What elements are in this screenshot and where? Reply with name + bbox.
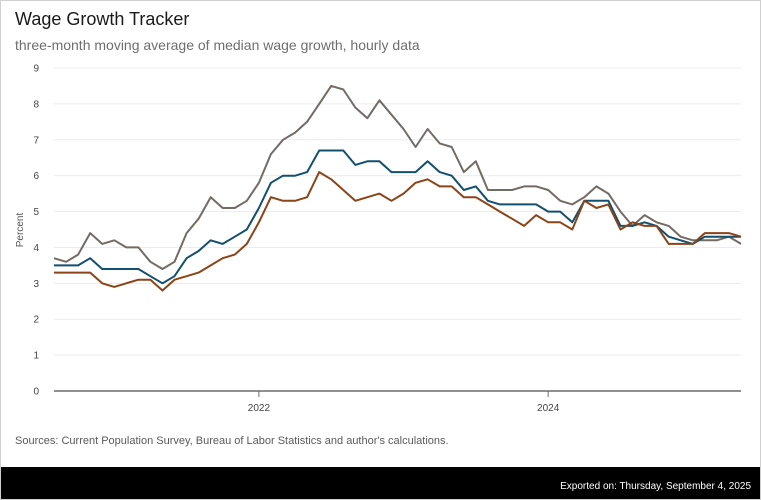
series-line-2 — [54, 149, 741, 285]
y-tick-label: 1 — [33, 351, 39, 362]
x-tick-label: 2024 — [537, 403, 560, 414]
gridlines — [54, 67, 741, 392]
y-tick-label: 6 — [33, 171, 39, 182]
line-chart: 0 1 2 3 4 5 6 7 8 9 2022 2024 Percent — [15, 64, 742, 414]
y-axis-label: Percent — [15, 213, 26, 248]
series-line-1 — [53, 84, 742, 270]
y-tick-label: 0 — [33, 387, 39, 398]
y-tick-label: 5 — [33, 207, 39, 218]
y-tick-label: 3 — [33, 279, 39, 290]
y-tick-label: 4 — [33, 243, 39, 254]
export-date: Exported on: Thursday, September 4, 2025 — [560, 481, 751, 492]
series-lines — [53, 84, 742, 292]
chart-subtitle: three-month moving average of median wag… — [15, 37, 420, 53]
x-axis-ticks: 2022 2024 — [248, 391, 560, 414]
source-note: Sources: Current Population Survey, Bure… — [15, 435, 449, 447]
y-axis-ticks: 0 1 2 3 4 5 6 7 8 9 — [33, 64, 39, 398]
x-tick-label: 2022 — [248, 403, 271, 414]
y-tick-label: 9 — [33, 64, 39, 75]
chart-title: Wage Growth Tracker — [15, 9, 190, 29]
footer-bar: Exported on: Thursday, September 4, 2025 — [1, 467, 760, 499]
y-tick-label: 8 — [33, 99, 39, 110]
y-tick-label: 7 — [33, 135, 39, 146]
y-tick-label: 2 — [33, 315, 39, 326]
series-line-3 — [54, 171, 742, 292]
